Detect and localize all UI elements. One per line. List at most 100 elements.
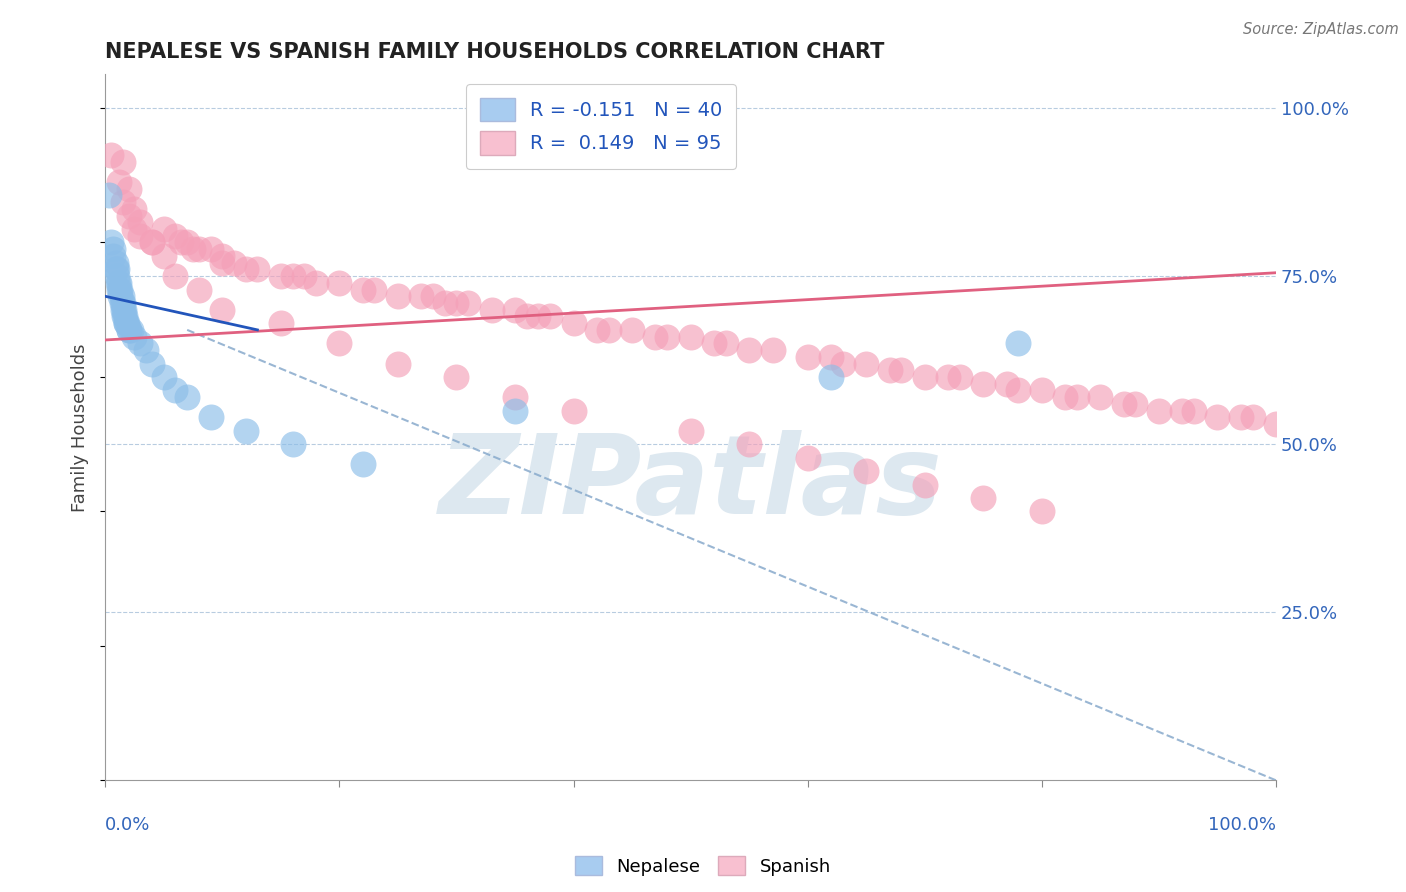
Point [446, 370, 468, 384]
Point [527, 310, 550, 324]
Point [586, 323, 609, 337]
Point [111, 302, 134, 317]
Point [1230, 410, 1253, 425]
Point [108, 276, 131, 290]
Point [644, 329, 666, 343]
Point [363, 283, 385, 297]
Point [761, 343, 783, 357]
Point [211, 302, 233, 317]
Point [270, 316, 292, 330]
Point [97, 188, 120, 202]
Point [152, 222, 174, 236]
Point [352, 283, 374, 297]
Point [112, 302, 135, 317]
Point [110, 289, 132, 303]
Point [446, 296, 468, 310]
Point [170, 235, 193, 250]
Point [433, 296, 456, 310]
Point [100, 235, 122, 250]
Point [117, 182, 139, 196]
Point [1206, 410, 1229, 425]
Point [111, 296, 134, 310]
Point [115, 316, 138, 330]
Point [879, 363, 901, 377]
Point [995, 376, 1018, 391]
Point [281, 269, 304, 284]
Point [111, 195, 134, 210]
Point [187, 283, 209, 297]
Point [104, 262, 127, 277]
Point [246, 262, 269, 277]
Point [141, 235, 163, 250]
Point [104, 255, 127, 269]
Point [411, 289, 433, 303]
Point [831, 357, 853, 371]
Text: NEPALESE VS SPANISH FAMILY HOUSEHOLDS CORRELATION CHART: NEPALESE VS SPANISH FAMILY HOUSEHOLDS CO… [105, 42, 884, 62]
Point [855, 464, 877, 478]
Point [1007, 336, 1029, 351]
Point [914, 370, 936, 384]
Point [1031, 504, 1053, 518]
Point [703, 336, 725, 351]
Point [152, 370, 174, 384]
Point [114, 310, 136, 324]
Point [1265, 417, 1288, 431]
Point [176, 235, 198, 250]
Point [222, 255, 245, 269]
Point [100, 148, 122, 162]
Text: ZIPatlas: ZIPatlas [439, 430, 942, 537]
Point [110, 296, 132, 310]
Text: 0.0%: 0.0% [105, 815, 150, 834]
Point [211, 255, 233, 269]
Point [235, 262, 257, 277]
Point [503, 302, 526, 317]
Point [457, 296, 479, 310]
Point [129, 336, 152, 351]
Point [972, 491, 994, 505]
Point [176, 390, 198, 404]
Point [516, 310, 538, 324]
Point [305, 276, 328, 290]
Point [181, 242, 204, 256]
Point [855, 357, 877, 371]
Point [135, 343, 157, 357]
Point [820, 370, 842, 384]
Legend: Nepalese, Spanish: Nepalese, Spanish [568, 849, 838, 883]
Point [211, 249, 233, 263]
Point [503, 390, 526, 404]
Point [1241, 410, 1264, 425]
Point [422, 289, 444, 303]
Text: Source: ZipAtlas.com: Source: ZipAtlas.com [1243, 22, 1399, 37]
Point [538, 310, 561, 324]
Point [562, 403, 585, 417]
Point [328, 336, 350, 351]
Point [1054, 390, 1077, 404]
Point [936, 370, 959, 384]
Point [107, 276, 129, 290]
Point [110, 289, 132, 303]
Point [1066, 390, 1088, 404]
Point [281, 437, 304, 451]
Point [1125, 397, 1147, 411]
Point [129, 228, 152, 243]
Point [141, 235, 163, 250]
Point [117, 316, 139, 330]
Point [117, 209, 139, 223]
Point [1171, 403, 1194, 417]
Point [562, 316, 585, 330]
Point [914, 477, 936, 491]
Point [1182, 403, 1205, 417]
Point [117, 323, 139, 337]
Point [1031, 384, 1053, 398]
Point [112, 310, 135, 324]
Point [1007, 384, 1029, 398]
Point [890, 363, 912, 377]
Point [738, 343, 761, 357]
Point [481, 302, 503, 317]
Point [103, 249, 125, 263]
Point [152, 249, 174, 263]
Point [292, 269, 315, 284]
Point [200, 242, 222, 256]
Point [124, 329, 146, 343]
Point [117, 323, 139, 337]
